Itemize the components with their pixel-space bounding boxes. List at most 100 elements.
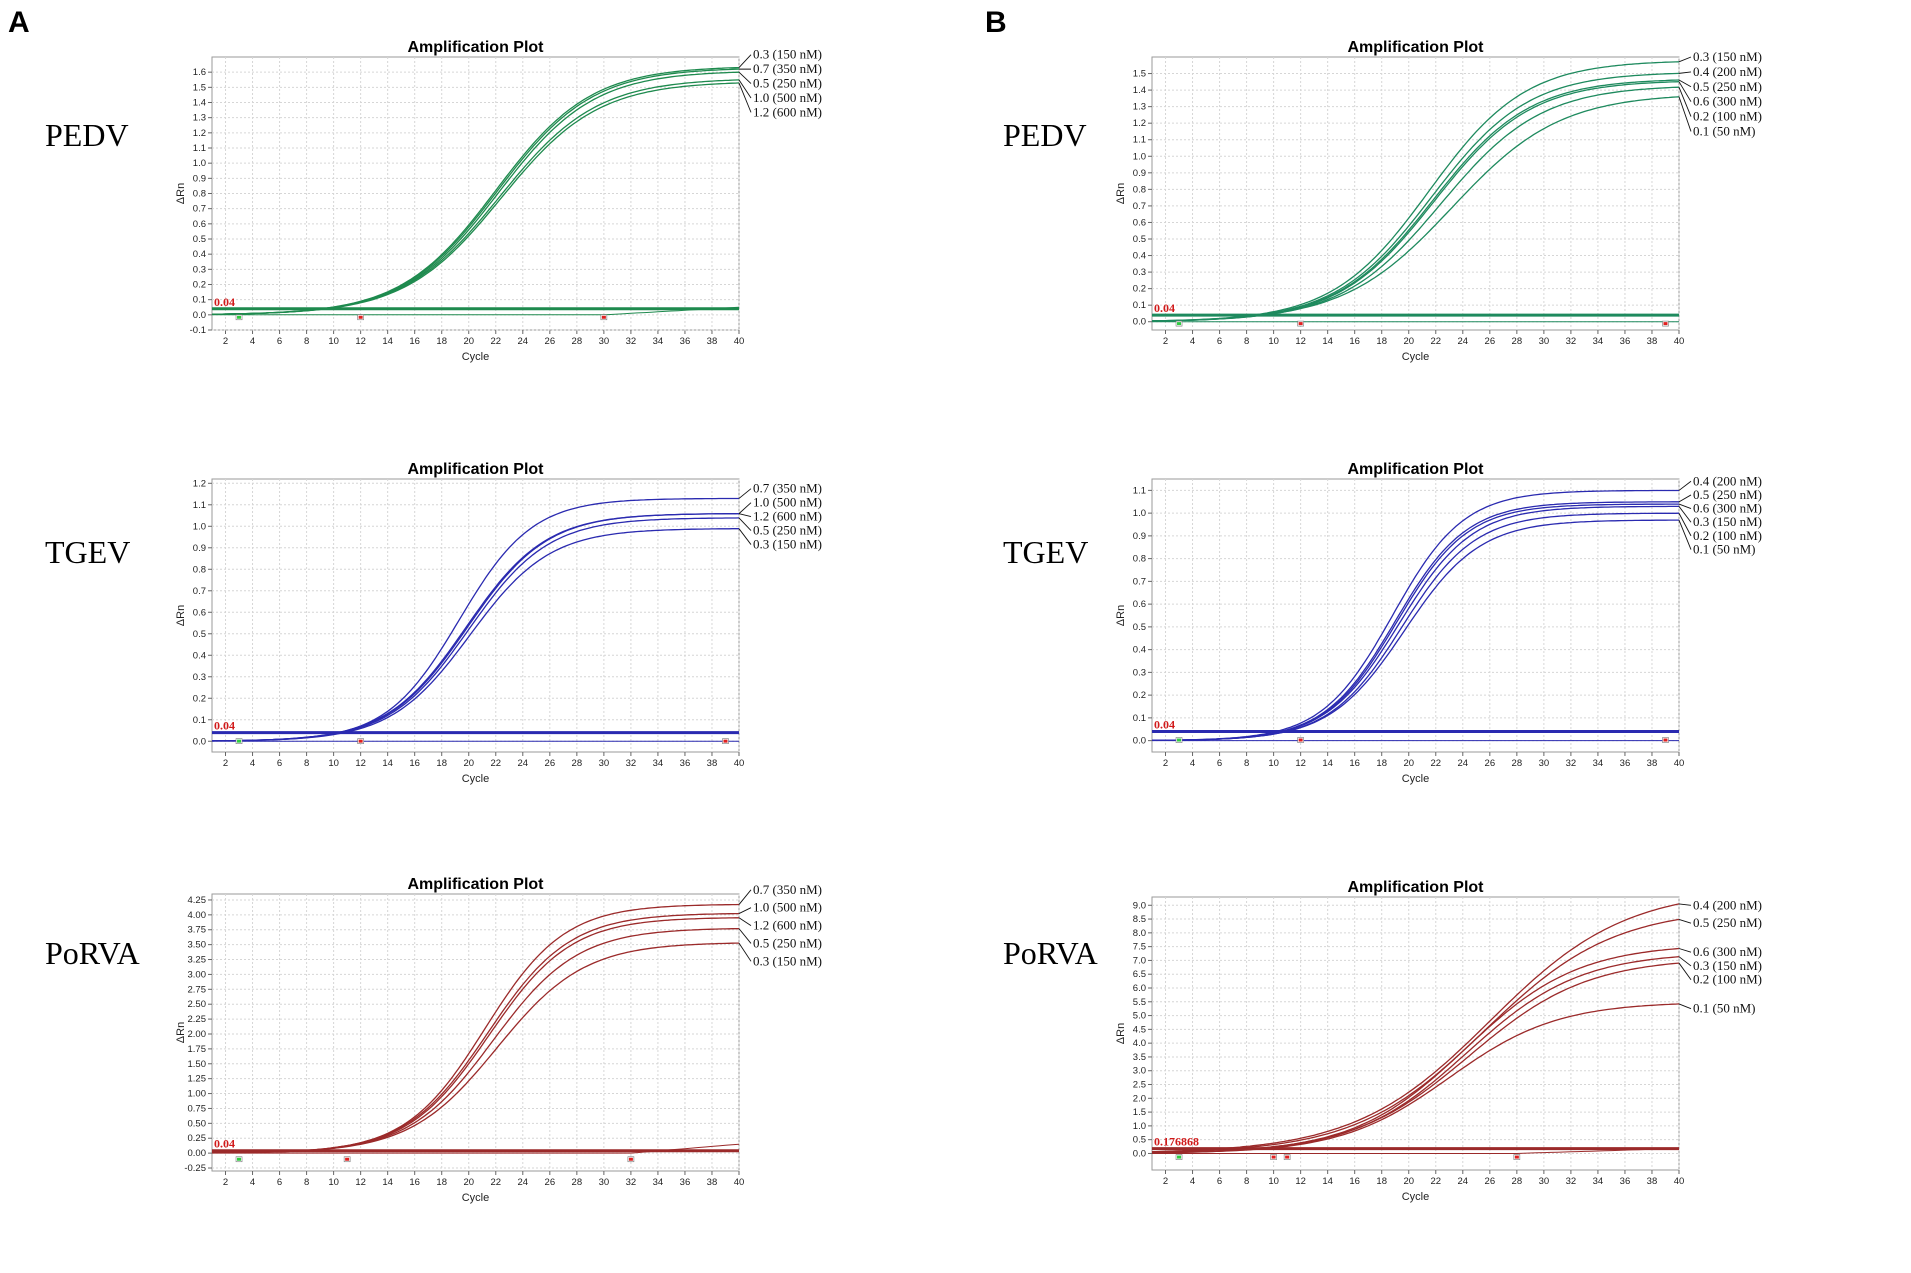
x-tick-label: 6: [1217, 336, 1222, 347]
y-tick-label: 3.5: [1133, 1052, 1146, 1063]
y-tick-label: 1.5: [193, 82, 206, 93]
legend-label-6: 0.1 (50 nM): [1693, 1001, 1755, 1016]
x-tick-label: 6: [277, 336, 282, 347]
leader-line-5: [1678, 86, 1692, 117]
legend-label-1: 0.4 (200 nM): [1693, 897, 1762, 912]
x-tick-label: 20: [463, 336, 474, 347]
y-tick-label: 0.0: [1133, 1148, 1146, 1159]
x-tick-label: 12: [355, 758, 366, 769]
x-tick-label: 18: [436, 336, 447, 347]
virus-label-tgev-a: TGEV: [45, 534, 131, 570]
x-tick-label: 36: [1620, 336, 1631, 347]
x-tick-label: 32: [1566, 336, 1577, 347]
x-tick-label: 40: [1674, 758, 1685, 769]
y-tick-label: 0.9: [193, 543, 206, 554]
legend-label-5: 0.2 (100 nM): [1693, 972, 1762, 987]
y-tick-label: 1.75: [188, 1044, 207, 1055]
x-tick-label: 4: [250, 758, 255, 769]
x-axis-label: Cycle: [1402, 1191, 1430, 1203]
virus-label-tgev-b: TGEV: [1003, 534, 1089, 570]
y-tick-label: 0.7: [1133, 201, 1146, 212]
x-tick-label: 36: [680, 758, 691, 769]
y-tick-label: 3.75: [188, 925, 207, 936]
x-tick-label: 8: [1244, 1176, 1249, 1187]
plot-title: Amplification Plot: [1348, 461, 1485, 478]
x-tick-label: 22: [490, 758, 501, 769]
x-tick-label: 30: [1539, 1176, 1550, 1187]
y-tick-label: 0.4: [1133, 251, 1146, 262]
leader-line-1: [738, 889, 752, 905]
legend-label-4: 0.3 (150 nM): [1693, 514, 1762, 529]
y-tick-label: 0.0: [193, 310, 206, 321]
y-tick-label: 0.3: [193, 672, 206, 683]
x-tick-label: 36: [680, 1177, 691, 1188]
amplification-curve-2: [1151, 918, 1680, 1153]
legend-label-4: 0.5 (250 nM): [753, 935, 822, 950]
cycle-marker: [628, 1157, 633, 1161]
panel-letter-b: B: [985, 6, 1007, 39]
x-tick-label: 10: [1268, 336, 1279, 347]
y-tick-label: 0.0: [193, 736, 206, 747]
leader-line-2: [738, 502, 752, 514]
y-tick-label: 3.25: [188, 955, 207, 966]
x-tick-label: 20: [1403, 758, 1414, 769]
x-tick-label: 32: [1566, 1176, 1577, 1187]
x-tick-label: 36: [1620, 758, 1631, 769]
plot-title: Amplification Plot: [1348, 39, 1485, 56]
y-tick-label: 0.4: [1133, 645, 1146, 656]
y-tick-label: 1.4: [193, 98, 206, 109]
x-tick-label: 38: [1647, 1176, 1658, 1187]
y-tick-label: 6.5: [1133, 969, 1146, 980]
leader-line-6: [1678, 96, 1692, 132]
y-tick-label: 1.3: [1133, 102, 1146, 113]
threshold-label: 0.04: [214, 1137, 235, 1151]
x-tick-label: 4: [250, 336, 255, 347]
x-tick-label: 8: [304, 336, 309, 347]
x-tick-label: 28: [572, 1177, 583, 1188]
leader-line-5: [738, 82, 752, 113]
y-tick-label: 1.2: [193, 128, 206, 139]
y-tick-label: 0.6: [1133, 599, 1146, 610]
x-tick-label: 28: [1512, 336, 1523, 347]
legend-label-3: 0.6 (300 nM): [1693, 944, 1762, 959]
cycle-marker: [1663, 738, 1668, 742]
x-tick-label: 34: [1593, 758, 1604, 769]
x-tick-label: 24: [518, 1177, 529, 1188]
y-tick-label: 1.5: [1133, 1107, 1146, 1118]
x-tick-label: 18: [436, 758, 447, 769]
y-tick-label: 0.1: [1133, 300, 1146, 311]
leader-line-4: [738, 928, 752, 944]
amplification-curve-5: [212, 942, 739, 1154]
x-tick-label: 8: [1244, 758, 1249, 769]
y-tick-label: 1.1: [193, 143, 206, 154]
x-tick-label: 12: [355, 1177, 366, 1188]
y-tick-label: 2.50: [188, 999, 207, 1010]
y-tick-label: 4.0: [1133, 1038, 1146, 1049]
x-tick-label: 6: [1217, 1176, 1222, 1187]
cycle-marker: [358, 315, 363, 319]
y-tick-label: 1.4: [1133, 85, 1146, 96]
y-tick-label: 1.0: [1133, 1121, 1146, 1132]
x-tick-label: 10: [328, 1177, 339, 1188]
amplification-curve-5: [211, 82, 740, 315]
y-tick-label: 3.00: [188, 969, 207, 980]
legend-label-2: 0.7 (350 nM): [753, 61, 822, 76]
x-tick-label: 8: [1244, 336, 1249, 347]
x-tick-label: 12: [355, 336, 366, 347]
leader-line-6: [1678, 519, 1692, 550]
leader-line-4: [1678, 81, 1692, 102]
y-tick-label: 0.50: [188, 1118, 207, 1129]
y-tick-label: 0.8: [1133, 184, 1146, 195]
x-tick-label: 16: [1349, 336, 1360, 347]
threshold-label: 0.176868: [1154, 1135, 1199, 1149]
x-tick-label: 22: [1430, 1176, 1441, 1187]
x-tick-label: 28: [1512, 758, 1523, 769]
y-tick-label: 0.2: [193, 693, 206, 704]
y-tick-label: 1.0: [1133, 151, 1146, 162]
x-tick-label: 24: [518, 336, 529, 347]
x-axis-label: Cycle: [462, 351, 490, 363]
leader-line-1: [1678, 56, 1692, 63]
